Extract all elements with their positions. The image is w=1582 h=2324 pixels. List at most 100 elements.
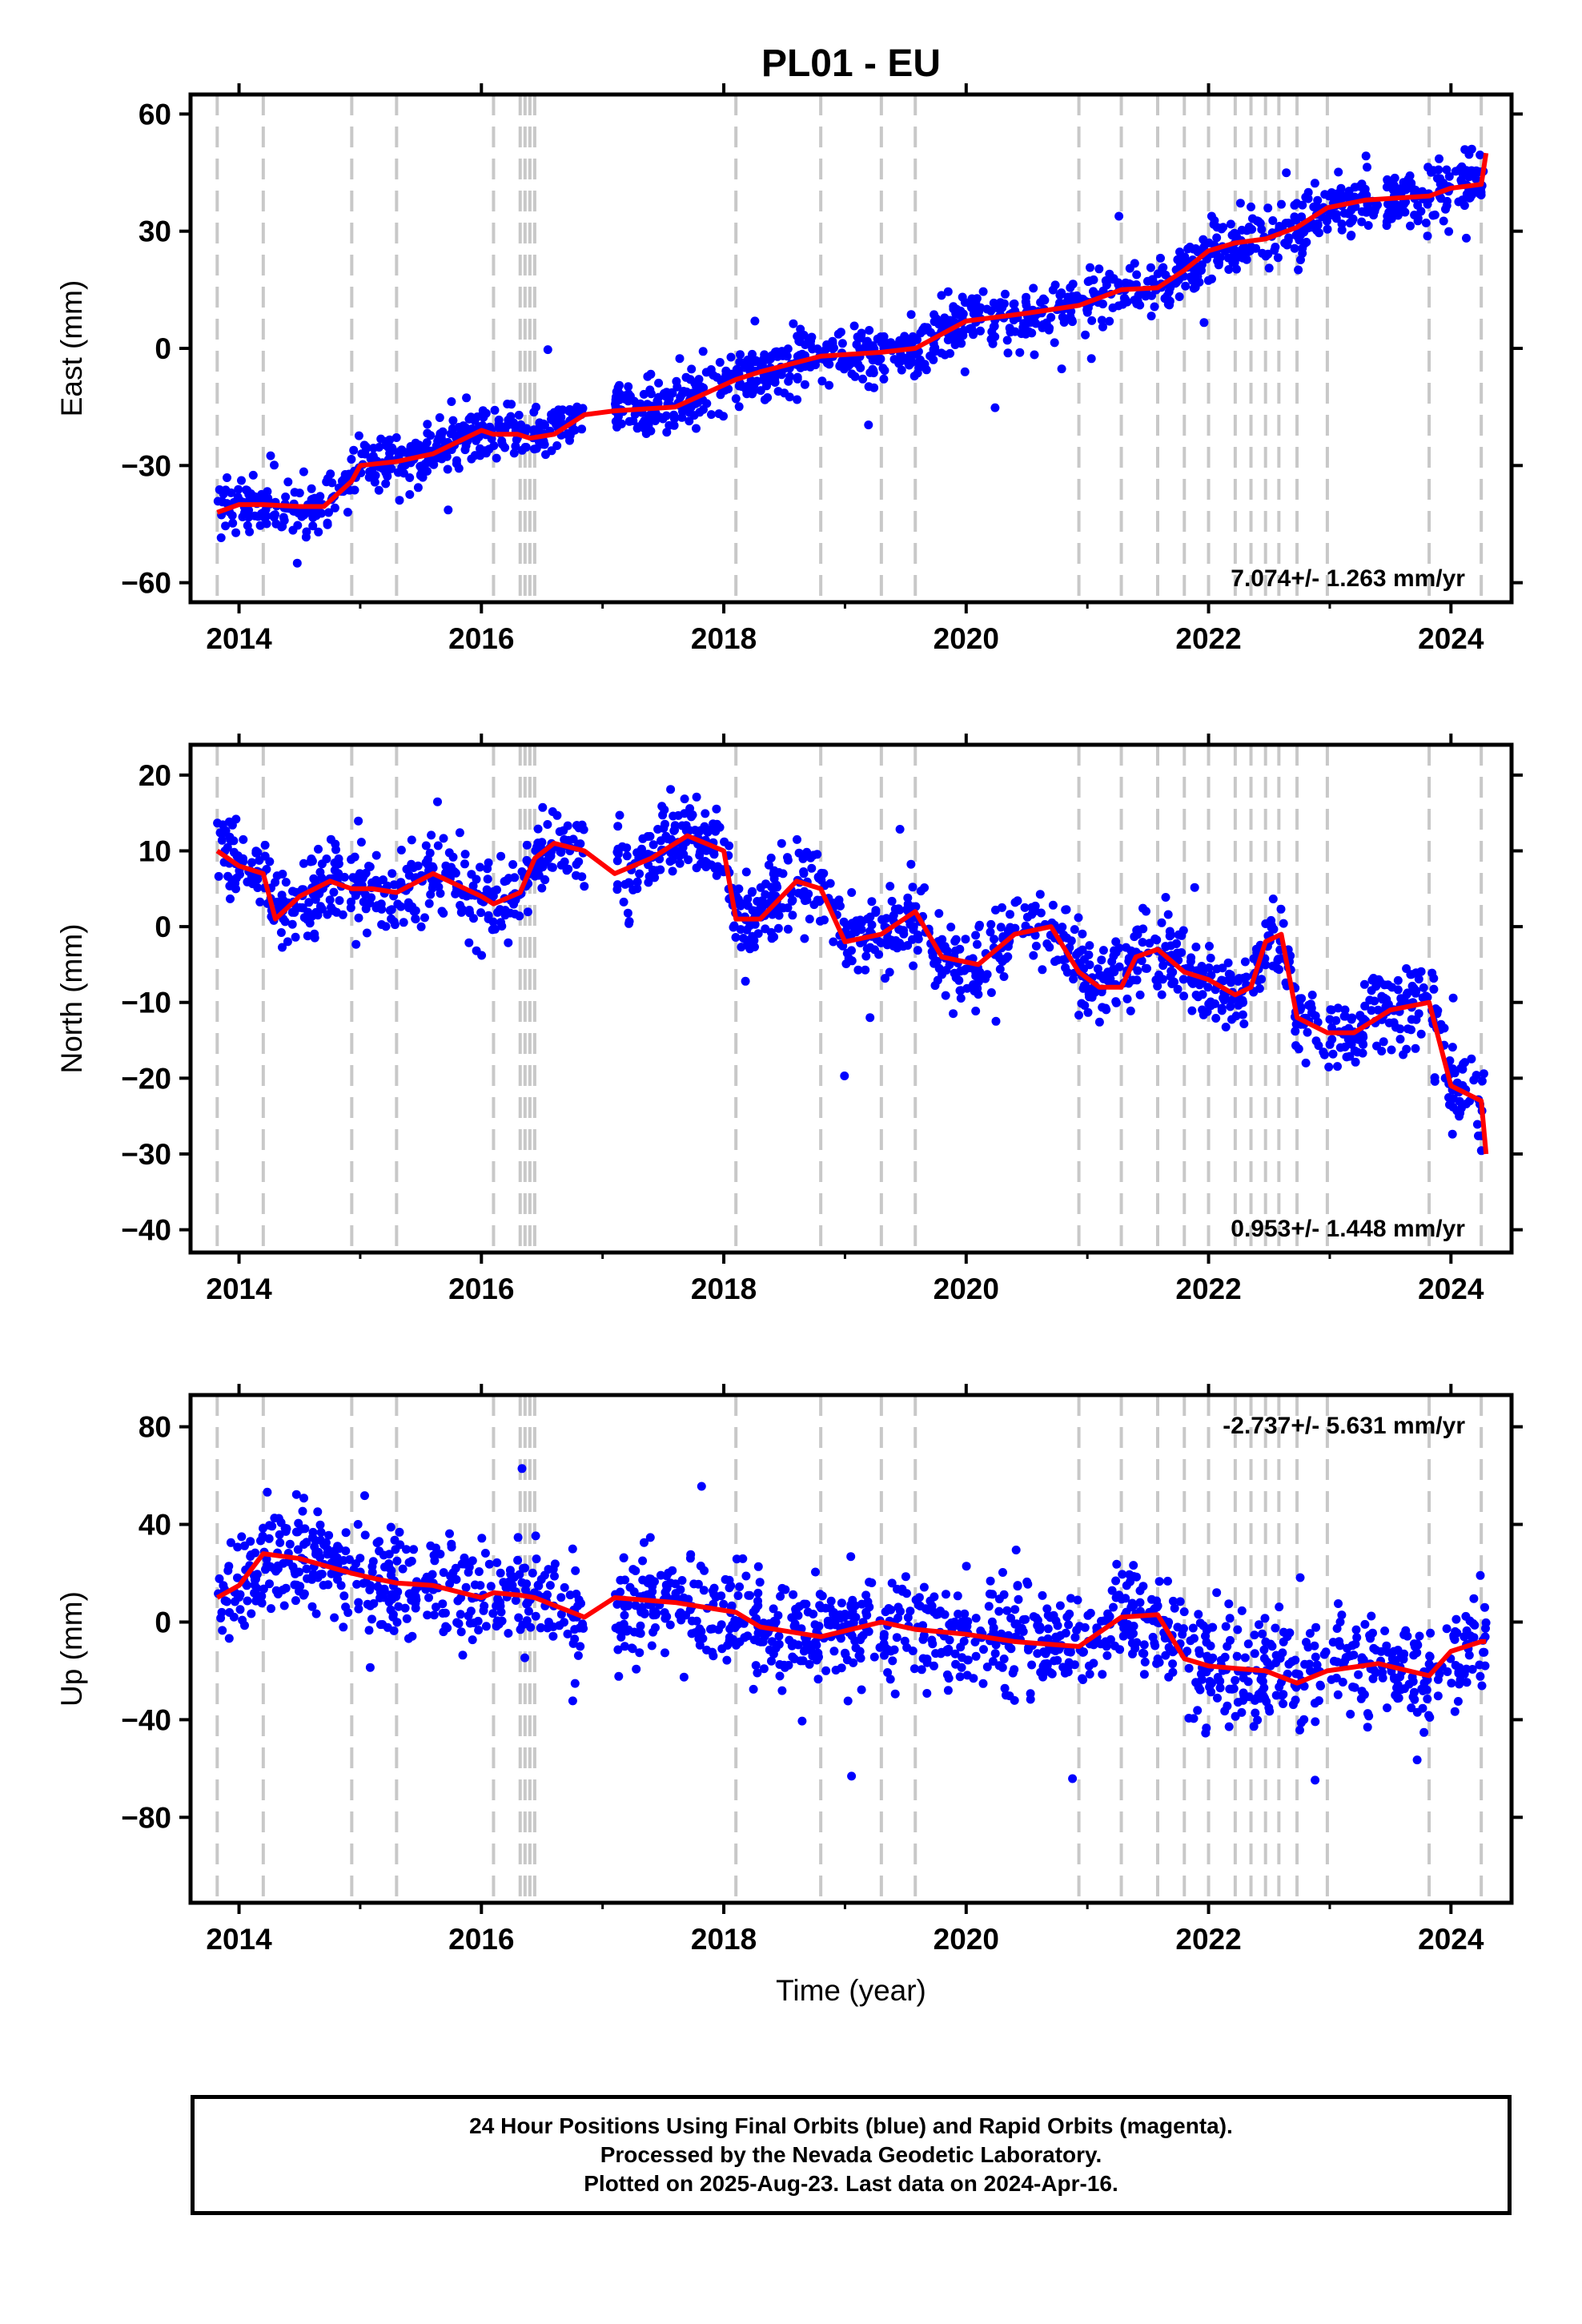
- data-point: [1358, 1048, 1367, 1058]
- data-point: [1297, 212, 1307, 222]
- data-point: [351, 873, 360, 883]
- data-point: [1465, 1096, 1475, 1106]
- data-point: [560, 857, 569, 866]
- data-point: [895, 336, 905, 345]
- data-point: [576, 839, 585, 849]
- data-point: [432, 1543, 440, 1553]
- data-point: [1423, 231, 1432, 241]
- data-point: [709, 819, 718, 829]
- data-point: [1122, 994, 1132, 1003]
- data-point: [934, 909, 944, 919]
- data-point: [1387, 1045, 1396, 1055]
- data-point: [1030, 350, 1039, 360]
- data-point: [1380, 1626, 1390, 1635]
- data-point: [529, 408, 539, 417]
- data-point: [613, 412, 623, 421]
- data-point: [1256, 1675, 1266, 1684]
- data-point: [632, 877, 642, 887]
- data-point: [1238, 1010, 1247, 1019]
- data-point: [1300, 1659, 1310, 1669]
- data-point: [279, 899, 288, 908]
- data-point: [1294, 265, 1303, 275]
- data-point: [779, 351, 789, 360]
- data-point: [1333, 1003, 1343, 1013]
- data-point: [754, 1637, 763, 1646]
- y-tick-label: 20: [139, 759, 171, 792]
- data-point: [995, 953, 1005, 963]
- data-point: [920, 883, 930, 892]
- data-point: [1107, 1586, 1117, 1595]
- data-point: [1168, 1647, 1178, 1657]
- data-point: [1077, 294, 1086, 304]
- data-point: [556, 847, 566, 857]
- data-point: [226, 1538, 235, 1547]
- data-point: [1264, 263, 1274, 273]
- data-point: [709, 850, 719, 859]
- data-point: [476, 908, 486, 918]
- data-point: [913, 368, 922, 378]
- data-point: [324, 1530, 334, 1540]
- data-point: [1187, 1006, 1197, 1015]
- data-point: [310, 891, 319, 900]
- y-tick-label: 60: [139, 98, 171, 131]
- data-point: [341, 1528, 351, 1538]
- data-point: [930, 1592, 939, 1602]
- data-point: [288, 1562, 298, 1571]
- data-point: [668, 1566, 677, 1575]
- data-point: [408, 1631, 417, 1641]
- data-point: [217, 835, 227, 845]
- data-point: [538, 420, 548, 429]
- data-point: [476, 444, 484, 453]
- data-point: [1057, 288, 1066, 298]
- data-point: [1295, 1725, 1304, 1735]
- data-point: [873, 356, 883, 366]
- data-point: [1261, 1637, 1271, 1647]
- data-point: [1026, 1689, 1035, 1699]
- data-point: [930, 1661, 938, 1671]
- data-point: [858, 374, 868, 384]
- data-point: [1035, 1625, 1045, 1634]
- data-point: [1083, 1007, 1093, 1017]
- data-point: [1004, 1642, 1014, 1651]
- data-point: [1247, 242, 1255, 251]
- data-point: [864, 382, 873, 392]
- data-point: [751, 1661, 761, 1671]
- data-point: [695, 1640, 705, 1650]
- data-point: [330, 866, 339, 875]
- data-point: [1258, 1629, 1267, 1638]
- data-point: [361, 868, 371, 878]
- data-point: [696, 1562, 705, 1570]
- data-point: [632, 1664, 641, 1674]
- data-point: [1259, 1691, 1268, 1701]
- data-point: [842, 948, 852, 958]
- data-point: [510, 873, 520, 883]
- data-point: [1373, 1005, 1383, 1015]
- data-point: [919, 1582, 929, 1592]
- data-point: [917, 1665, 926, 1675]
- data-point: [392, 1556, 402, 1566]
- data-point: [411, 1603, 420, 1613]
- data-point: [773, 883, 782, 892]
- data-point: [763, 393, 773, 402]
- data-point: [307, 484, 316, 493]
- data-point: [647, 1641, 656, 1651]
- data-point: [793, 395, 802, 404]
- data-point: [483, 875, 492, 884]
- data-point: [1480, 1602, 1489, 1612]
- data-point: [788, 911, 797, 920]
- data-point: [629, 396, 639, 406]
- data-point: [315, 1520, 325, 1530]
- data-point: [1315, 228, 1323, 238]
- data-point: [825, 879, 835, 888]
- data-point: [221, 826, 231, 835]
- data-point: [805, 1659, 814, 1669]
- data-point: [354, 1598, 363, 1607]
- data-point: [840, 1072, 849, 1080]
- data-point: [750, 943, 759, 951]
- y-tick-label: 40: [139, 1509, 171, 1542]
- data-point: [661, 1648, 669, 1658]
- data-point: [1328, 192, 1338, 201]
- data-point: [1192, 267, 1202, 277]
- rate-annotation: 0.953+/- 1.448 mm/yr: [1231, 1216, 1465, 1242]
- data-point: [325, 895, 335, 905]
